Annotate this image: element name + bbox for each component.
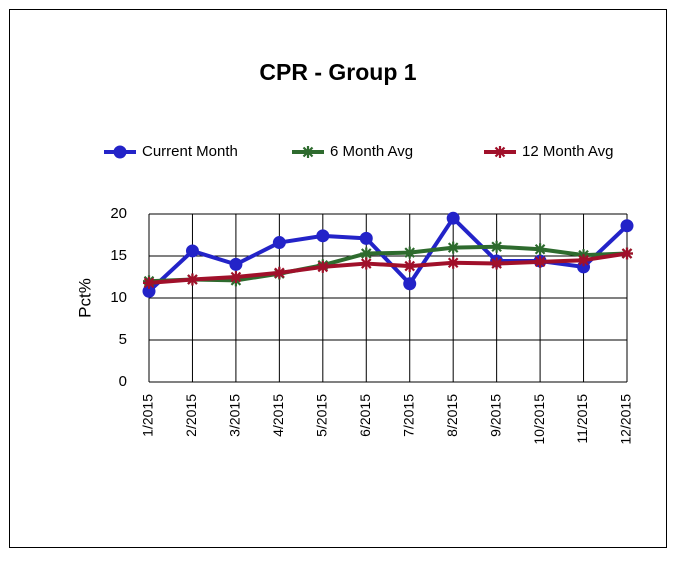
chart-border <box>9 9 667 548</box>
data-point <box>403 277 417 291</box>
x-tick-label: 7/2015 <box>400 394 416 437</box>
x-tick-label: 2/2015 <box>183 394 199 437</box>
data-point <box>620 219 634 233</box>
data-point <box>229 257 243 271</box>
data-point <box>534 255 547 268</box>
data-point <box>143 276 155 289</box>
y-tick-label: 0 <box>119 373 127 390</box>
x-tick-label: 10/2015 <box>531 394 547 445</box>
x-tick-label: 9/2015 <box>487 394 503 437</box>
data-point <box>446 211 460 225</box>
data-point <box>316 229 330 243</box>
data-point <box>272 236 286 250</box>
y-axis-label: Pct% <box>75 278 94 318</box>
data-point <box>229 271 242 283</box>
x-tick-label: 5/2015 <box>314 394 330 437</box>
data-point <box>490 240 503 253</box>
data-point <box>403 260 416 273</box>
y-tick-label: 5 <box>119 331 127 348</box>
legend-marker <box>302 146 314 158</box>
data-point <box>359 231 373 245</box>
legend-label: Current Month <box>142 143 238 160</box>
data-point <box>447 256 460 269</box>
y-tick-label: 15 <box>110 247 127 264</box>
x-tick-label: 6/2015 <box>357 394 373 437</box>
data-point <box>534 243 547 256</box>
legend-marker <box>494 146 506 158</box>
data-point <box>403 246 416 259</box>
data-point <box>273 266 286 279</box>
data-point <box>185 244 199 258</box>
legend-label: 6 Month Avg <box>330 143 413 160</box>
data-point <box>360 257 373 270</box>
series-line <box>148 251 628 285</box>
x-tick-label: 12/2015 <box>618 394 634 445</box>
legend-marker <box>113 145 127 159</box>
y-tick-label: 10 <box>110 289 127 306</box>
y-tick-label: 20 <box>110 205 127 222</box>
data-point <box>577 254 590 267</box>
series-line <box>148 244 628 284</box>
data-point <box>621 247 633 260</box>
chart-title: CPR - Group 1 <box>259 59 416 85</box>
data-point <box>490 257 503 270</box>
x-tick-label: 4/2015 <box>270 394 286 437</box>
x-tick-label: 3/2015 <box>227 394 243 437</box>
x-tick-label: 11/2015 <box>574 394 590 444</box>
data-point <box>360 247 373 260</box>
data-point <box>447 241 460 254</box>
legend-label: 12 Month Avg <box>522 143 613 160</box>
data-point <box>186 273 199 286</box>
data-point <box>316 260 329 273</box>
x-tick-label: 1/2015 <box>140 394 156 437</box>
x-tick-label: 8/2015 <box>444 394 460 437</box>
